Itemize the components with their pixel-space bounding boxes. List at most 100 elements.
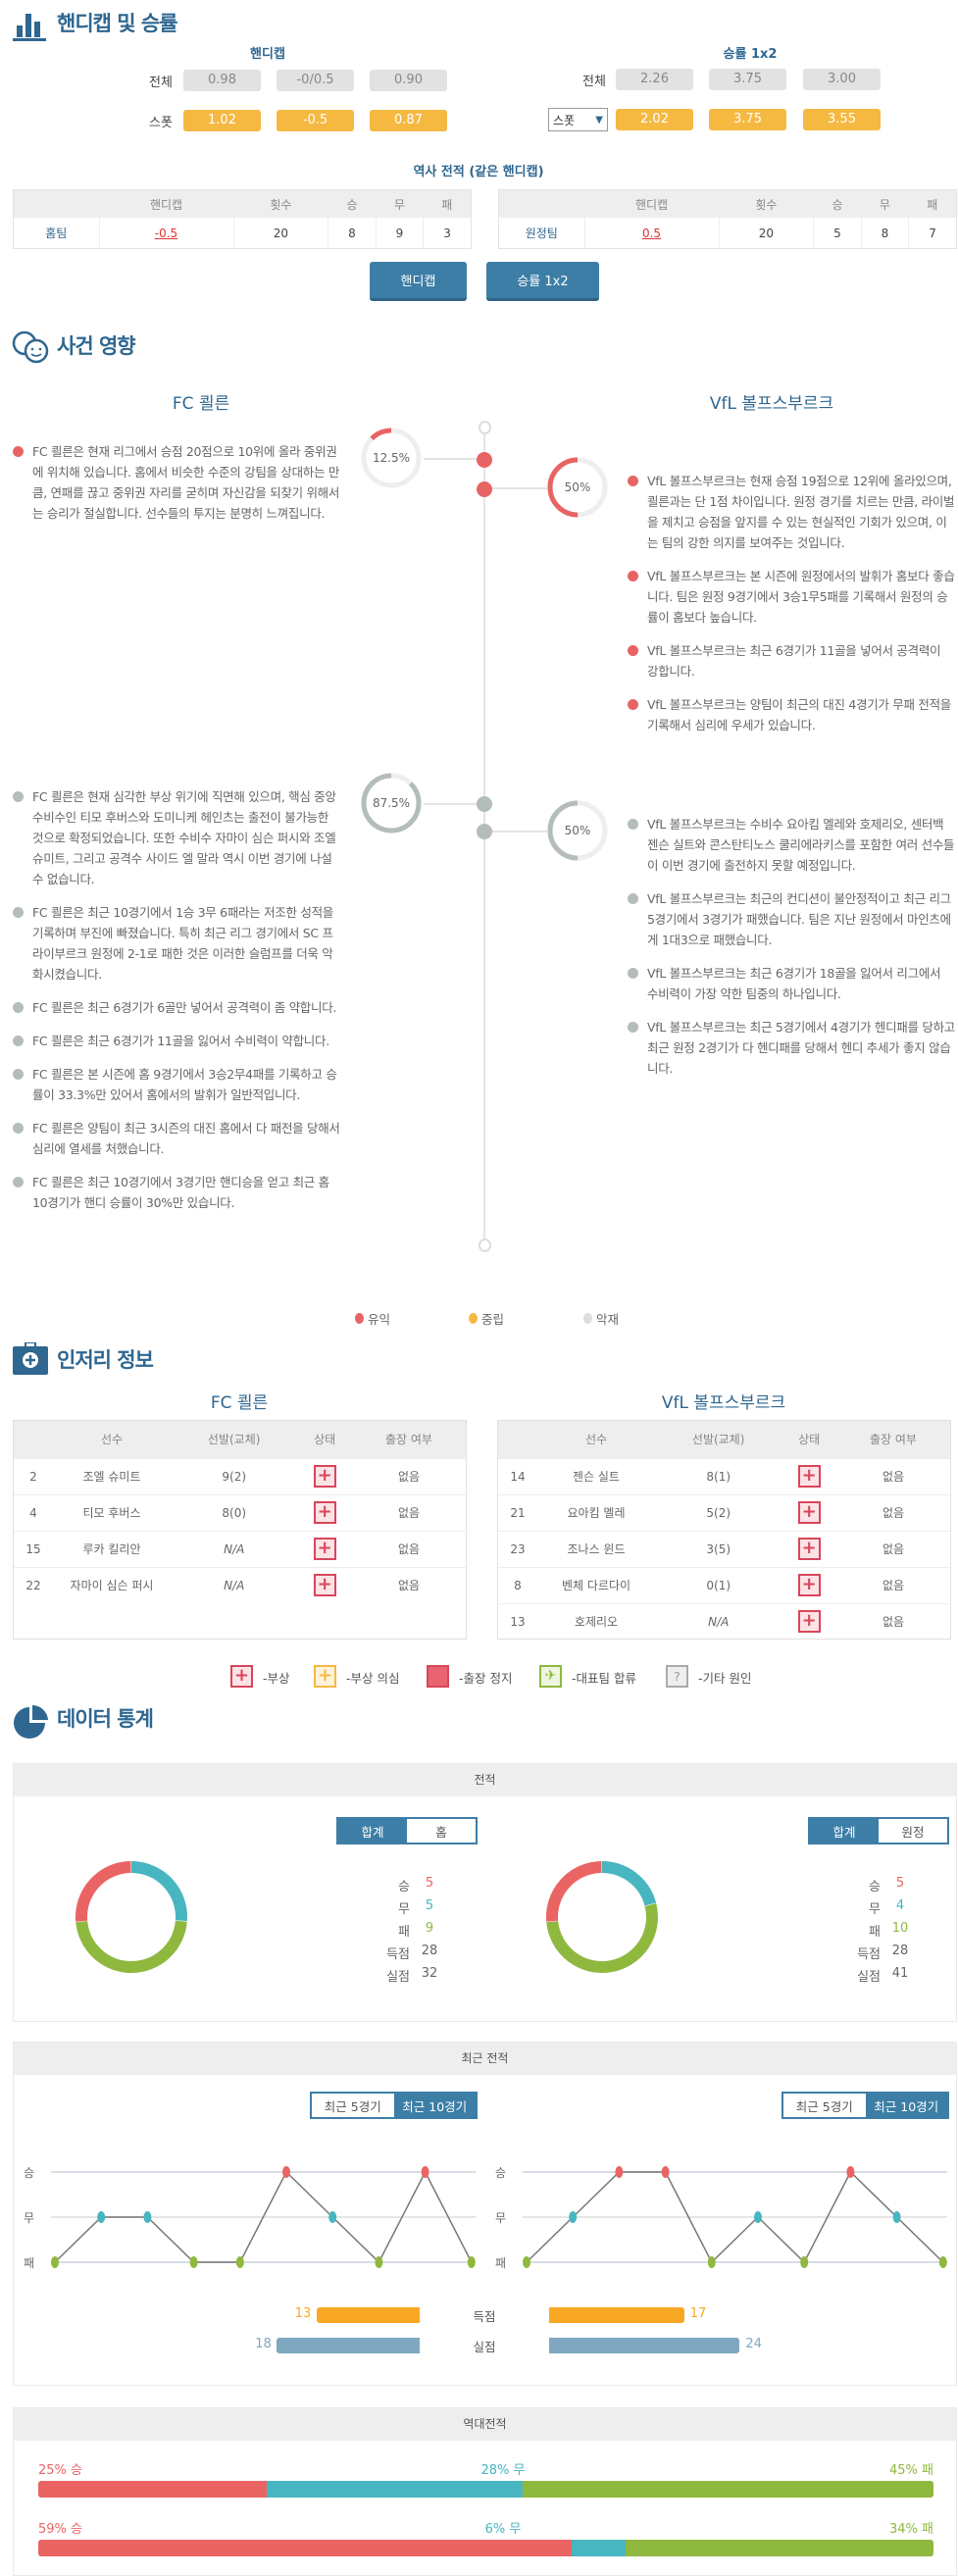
starts-subs: N/A: [171, 1566, 298, 1603]
injury-icon: +: [230, 1665, 253, 1688]
ring-fill: [361, 773, 422, 833]
tab-total[interactable]: 합계: [810, 1819, 879, 1843]
odds-cell[interactable]: 1.02: [183, 110, 261, 131]
starts-subs: 5(2): [655, 1493, 782, 1531]
draw-cell: 9: [375, 218, 424, 248]
impact-text: VfL 볼프스부르크는 본 시즌에 원정에서의 발휘가 홈보다 좋습니다. 팀은…: [647, 569, 955, 625]
odds-cell[interactable]: 0.90: [370, 70, 447, 91]
col-header: 핸디캡: [99, 190, 233, 218]
col-header: 횟수: [233, 190, 328, 218]
odds-cell[interactable]: 3.75: [709, 109, 786, 130]
impact-item: FC 쾰른은 현재 리그에서 승점 20점으로 10위에 올라 중위권에 위치해…: [13, 441, 342, 524]
bullet-dot-icon: [628, 645, 638, 656]
away-recent-chart: 승무패: [495, 2166, 947, 2270]
stat-value: 41: [891, 1966, 909, 1981]
handicap-button[interactable]: 핸디캡: [370, 262, 467, 301]
legend-label: -기타 원인: [698, 1671, 752, 1686]
bullet-dot-icon: [13, 1002, 24, 1013]
win-cell: 5: [813, 218, 862, 248]
home-recent-chart: 승무패: [24, 2166, 476, 2270]
loss-slice: [546, 1903, 658, 1973]
impact-text: FC 쾰른은 본 시즌에 홈 9경기에서 3승2무4패를 기록하고 승률이 33…: [32, 1067, 337, 1102]
impact-item: VfL 볼프스부르크는 현재 승점 19점으로 12위에 올라있으며, 쾰른과는…: [628, 471, 955, 553]
away-positive-ring: 50%: [547, 457, 608, 518]
stat-label: 승: [398, 1880, 410, 1894]
tab-away[interactable]: 원정: [901, 1824, 925, 1840]
tab-home[interactable]: 홈: [435, 1824, 447, 1840]
stat-label: 패: [398, 1925, 410, 1940]
impact-text: VfL 볼프스부르크는 수비수 요아킴 멜레와 호제리오, 센터백 젠슨 실트와…: [647, 817, 955, 873]
odds-cell[interactable]: 3.75: [709, 69, 786, 90]
bullet-dot-icon: [13, 1177, 24, 1187]
col-header: 패: [423, 190, 471, 218]
home-injury-table: 선수 선발(교체) 상태 출장 여부 2 조엘 슈미트 9(2) + 없음 4 티모 후버스 8(0)…: [13, 1420, 467, 1640]
stat-label: 실점: [857, 1970, 881, 1985]
stat-row: 실점 32: [371, 1966, 449, 1985]
handicap-link[interactable]: 0.5: [641, 226, 662, 240]
legend-label: -부상: [263, 1671, 290, 1686]
ring-label: 50%: [564, 480, 591, 494]
bullet-dot-icon: [628, 893, 638, 904]
shirt-number: 21: [498, 1493, 537, 1531]
odds-cell[interactable]: 3.00: [803, 69, 881, 90]
col-header: 핸디캡: [584, 190, 719, 218]
odds-cell[interactable]: 0.98: [183, 70, 261, 91]
tab-last-10[interactable]: 최근 10경기: [865, 2094, 947, 2117]
impact-text: FC 쾰른은 최근 6경기가 6골만 넣어서 공격력이 좀 약합니다.: [32, 1000, 337, 1015]
result-point: [328, 2211, 337, 2223]
tab-last-5[interactable]: 최근 5경기: [795, 2098, 853, 2114]
odds-cell[interactable]: -0/0.5: [277, 70, 354, 91]
odds-cell[interactable]: 2.26: [616, 69, 693, 90]
injury-icon: +: [797, 1610, 821, 1634]
result-point: [938, 2256, 947, 2268]
result-point: [661, 2166, 670, 2178]
result-point: [143, 2211, 152, 2223]
result-point: [569, 2211, 578, 2223]
player-name: 젠슨 실트: [537, 1457, 655, 1494]
odds-type-select[interactable]: 스폿 ▼: [548, 108, 608, 131]
handicap-link[interactable]: -0.5: [154, 226, 178, 240]
home-record-donut: [76, 1861, 187, 1973]
away-negative-list: VfL 볼프스부르크는 수비수 요아킴 멜레와 호제리오, 센터백 젠슨 실트와…: [628, 814, 955, 1091]
home-goals-bar: [316, 2307, 420, 2323]
home-negative-list: FC 쾰른은 현재 심각한 부상 위기에 직면해 있으며, 핵심 중앙 수비수인…: [13, 786, 342, 1226]
ring-fill: [547, 457, 608, 518]
y-tick-label: 패: [495, 2256, 506, 2270]
impact-text: FC 쾰른은 양팀이 최근 3시즌의 대진 홈에서 다 패전을 당해서 심리에 …: [32, 1121, 340, 1156]
stat-value: 5: [425, 1876, 434, 1891]
win-rate-button[interactable]: 승률 1x2: [486, 262, 599, 301]
bullet-dot-icon: [628, 699, 638, 710]
shirt-number: 23: [498, 1530, 537, 1567]
odds-cell[interactable]: -0.5: [277, 110, 354, 131]
odds-cell[interactable]: 0.87: [370, 110, 447, 131]
player-name: 티모 후버스: [53, 1493, 171, 1531]
faces-icon: [12, 330, 49, 364]
h2h-box: 역대전적: [13, 2407, 957, 2576]
result-point: [467, 2256, 476, 2268]
negative-dot-icon: [583, 1313, 592, 1324]
row-label: 전체: [582, 75, 606, 89]
handicap-label: 핸디캡: [250, 47, 285, 62]
loss-segment: [626, 2540, 933, 2556]
table-row: 15 루카 킬리안 N/A + 없음: [14, 1530, 466, 1567]
odds-cell[interactable]: 2.02: [616, 109, 693, 130]
availability: 없음: [835, 1602, 950, 1640]
table-row: 22 자마이 심슨 퍼시 N/A + 없음: [14, 1566, 466, 1603]
bullet-dot-icon: [628, 968, 638, 979]
impact-item: FC 쾰른은 현재 심각한 부상 위기에 직면해 있으며, 핵심 중앙 수비수인…: [13, 786, 342, 889]
result-point: [375, 2256, 383, 2268]
player-name: 벤체 다르다이: [537, 1566, 655, 1603]
odds-cell[interactable]: 3.55: [803, 109, 881, 130]
col-header: 선수: [53, 1421, 171, 1458]
tab-last-10[interactable]: 최근 10경기: [393, 2094, 476, 2117]
table-row: 원정팀 0.5 20 5 8 7: [499, 218, 956, 248]
tab-total[interactable]: 합계: [338, 1819, 407, 1843]
tab-last-5[interactable]: 최근 5경기: [324, 2098, 381, 2114]
connector: [490, 487, 547, 489]
bullet-dot-icon: [628, 1022, 638, 1033]
bullet-dot-icon: [628, 819, 638, 830]
bullet-dot-icon: [13, 791, 24, 802]
suspension-icon: [427, 1665, 449, 1688]
